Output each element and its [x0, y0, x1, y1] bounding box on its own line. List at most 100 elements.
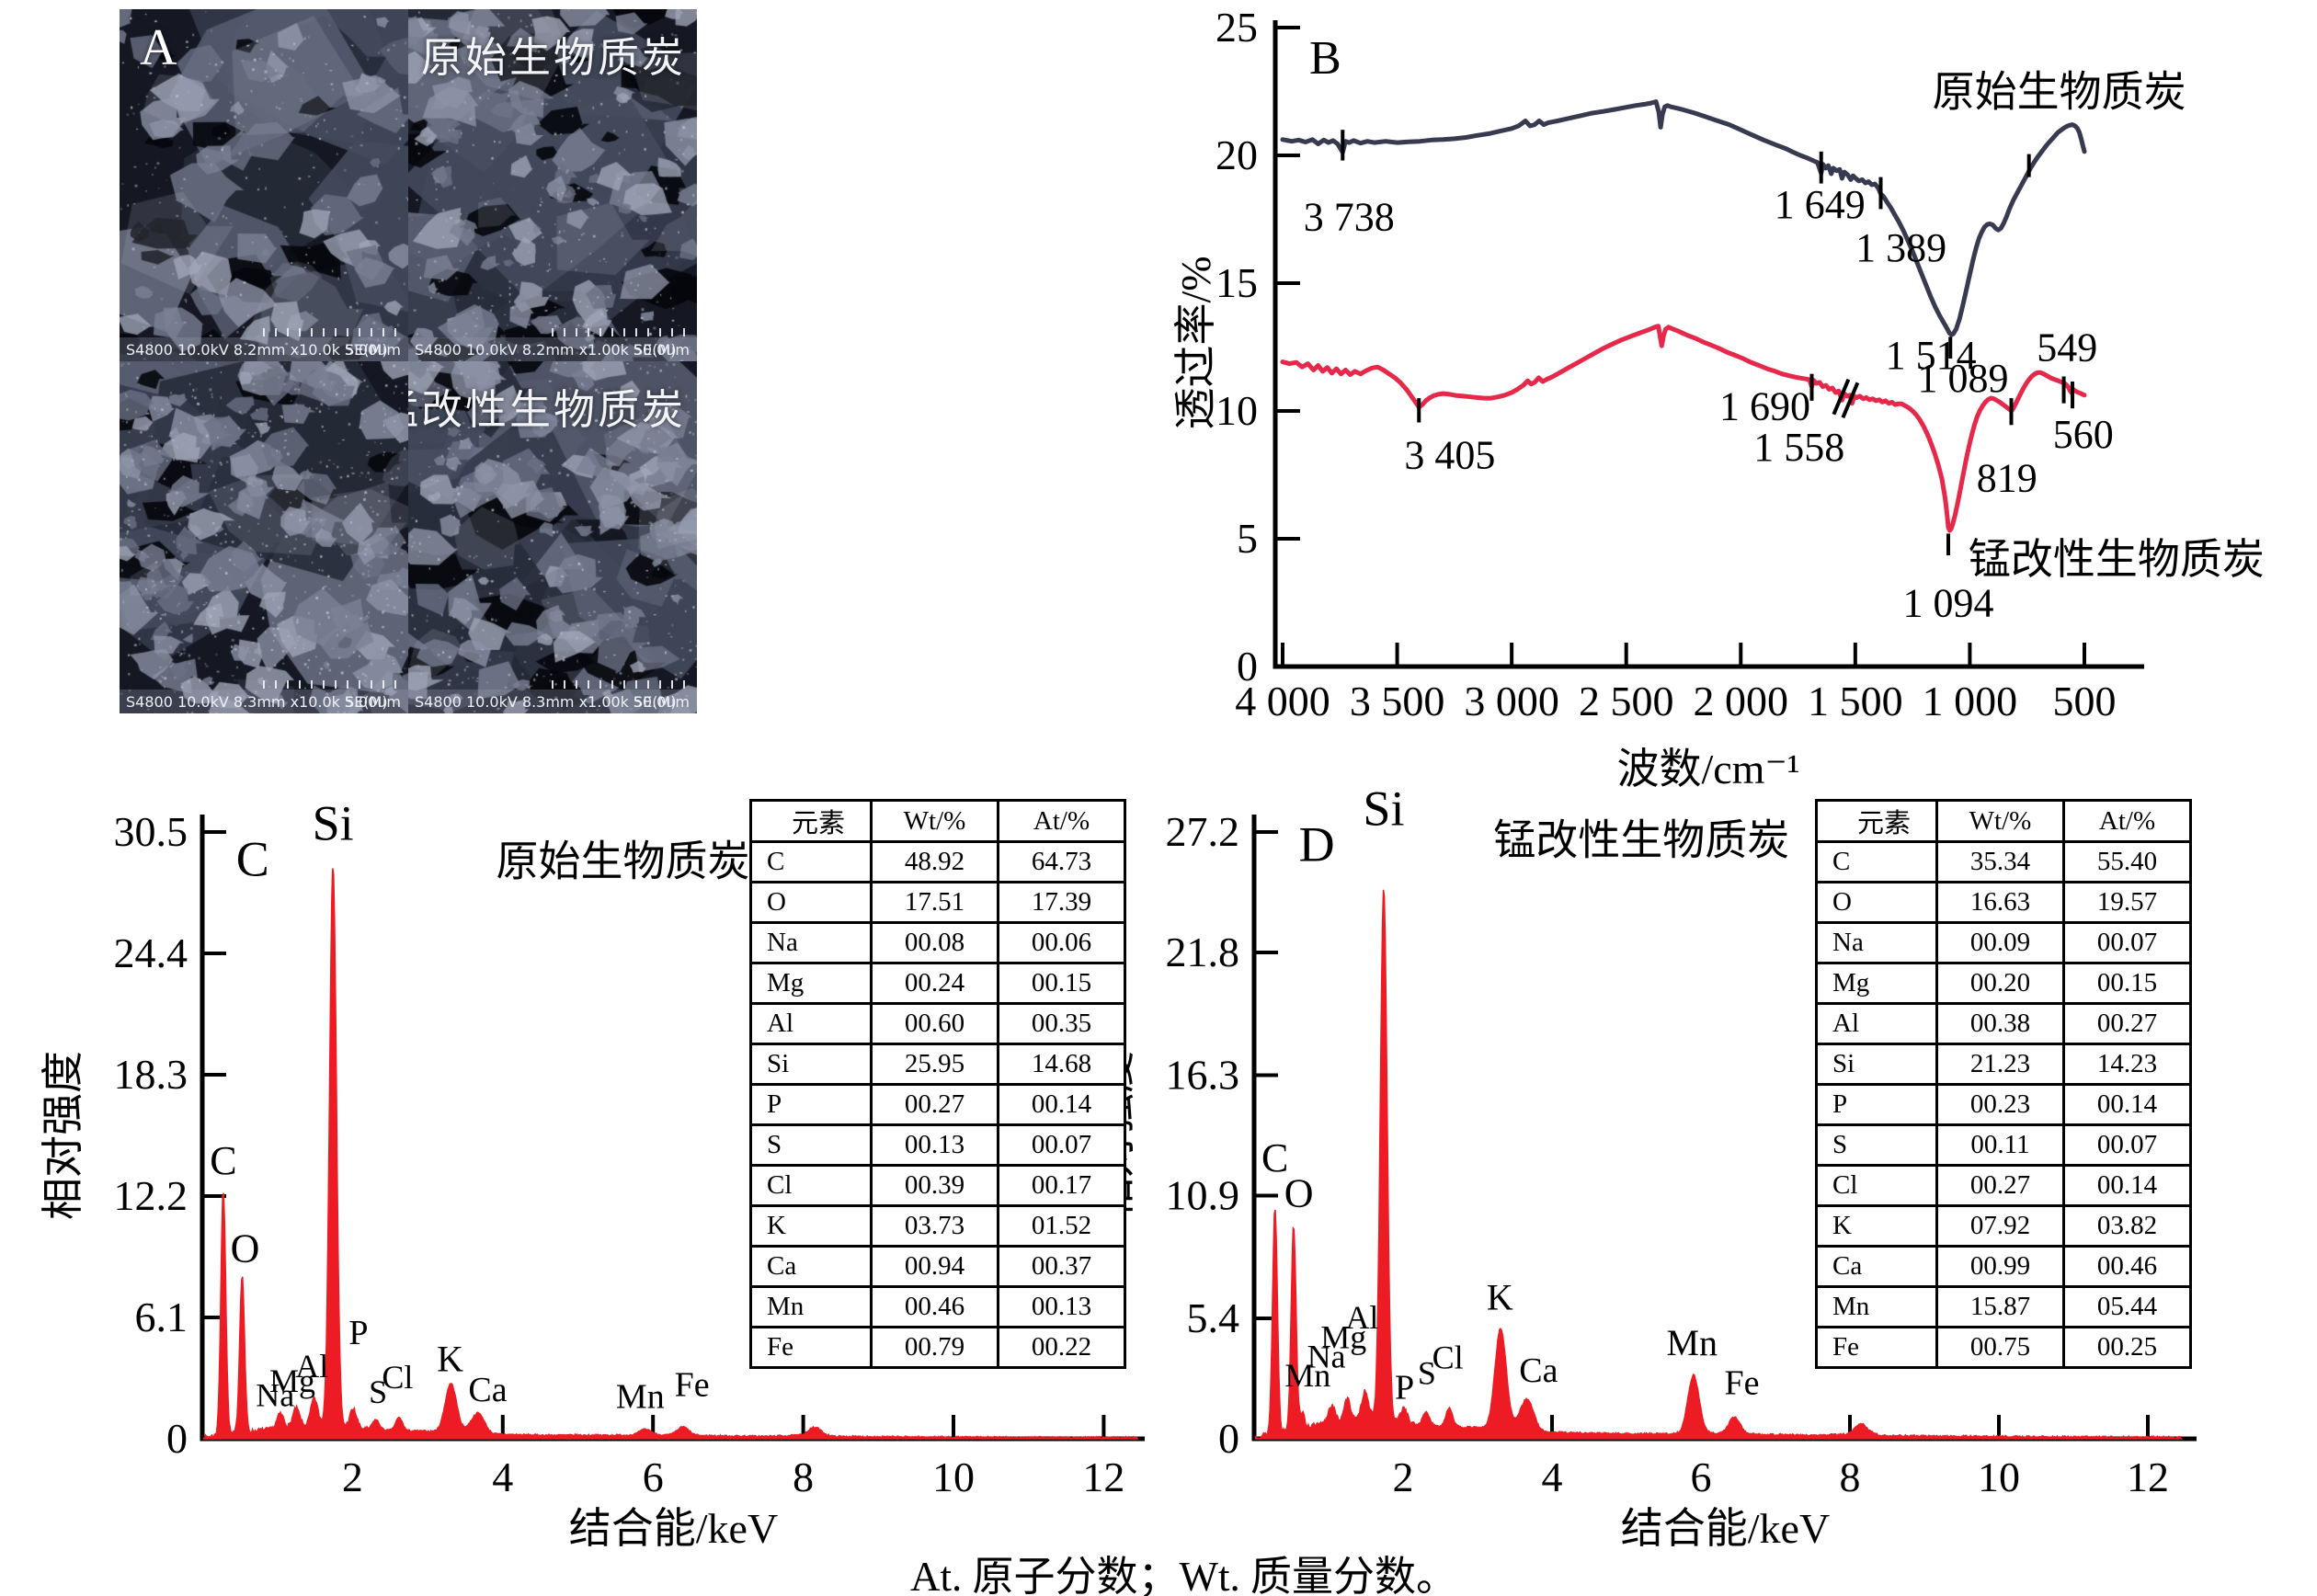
svg-text:20: 20	[1216, 131, 1258, 178]
svg-text:5: 5	[1237, 515, 1258, 562]
table-row: O 17.51 17.39	[749, 881, 1126, 924]
element-cell: Al	[749, 1002, 873, 1045]
svg-text:10.9: 10.9	[1166, 1172, 1240, 1219]
sem-micrograph	[408, 361, 697, 713]
element-label-O: O	[1284, 1171, 1314, 1216]
element-label-Cl: Cl	[382, 1359, 413, 1396]
sem-metadata-text: S4800 10.0kV 8.2mm x1.00k SE(M)	[415, 341, 677, 359]
sem-scale-text: 50.0um	[633, 341, 690, 359]
element-label-Mg: Mg	[1320, 1319, 1366, 1356]
figure-caption: At. 原子分数；Wt. 质量分数。	[910, 1554, 1457, 1596]
table-row: Mn 15.87 05.44	[1815, 1285, 2192, 1328]
ftir-peak-annotation: 1 649	[1775, 182, 1866, 227]
svg-text:3 500: 3 500	[1350, 678, 1445, 724]
ftir-peak-annotation: 3 738	[1304, 195, 1395, 240]
element-label-Mn: Mn	[616, 1377, 665, 1416]
value-cell: 64.73	[997, 840, 1126, 884]
table-row: Na 00.08 00.06	[749, 921, 1126, 964]
element-label-S: S	[1418, 1355, 1436, 1392]
table-header: 元素 Wt/% At/%	[1815, 799, 2192, 843]
ftir-peak-annotation: 560	[2053, 412, 2114, 457]
element-cell: Cl	[749, 1164, 873, 1207]
sem-scale-text: 5.00um	[344, 341, 401, 359]
value-cell: 00.79	[870, 1326, 999, 1369]
value-cell: 00.27	[1935, 1164, 2065, 1207]
sem-sample-label: 原始生物质炭	[420, 35, 686, 81]
eds-xlabel: 结合能/keV	[569, 1505, 778, 1552]
ftir-peak-annotation: 3 405	[1404, 432, 1495, 477]
element-cell: Si	[1815, 1043, 1938, 1086]
column-header: 元素	[749, 799, 873, 843]
svg-text:10: 10	[1978, 1454, 2020, 1500]
table-row: Al 00.38 00.27	[1815, 1002, 2192, 1045]
value-cell: 55.40	[2062, 840, 2192, 884]
element-label-Na: Na	[1307, 1338, 1346, 1374]
element-label-P: P	[348, 1314, 368, 1352]
table-row: Mn 00.46 00.13	[749, 1285, 1126, 1328]
value-cell: 48.92	[870, 840, 999, 884]
table-row: Si 21.23 14.23	[1815, 1043, 2192, 1086]
sem-scale-ruler	[552, 328, 688, 336]
svg-text:2 500: 2 500	[1579, 678, 1674, 724]
ftir-series-label-0: 原始生物质炭	[1933, 69, 2186, 116]
element-cell: Mn	[1815, 1285, 1938, 1328]
sem-metadata-text: S4800 10.0kV 8.3mm x1.00k SE(M)	[415, 693, 677, 711]
table-row: Al 00.60 00.35	[749, 1002, 1126, 1045]
element-label-K: K	[1487, 1276, 1513, 1317]
element-label-P: P	[1395, 1368, 1414, 1407]
ftir-peak-annotation: 1 514	[1886, 333, 1977, 378]
table-row: Cl 00.27 00.14	[1815, 1164, 2192, 1207]
value-cell: 00.13	[997, 1285, 1126, 1328]
column-header: At/%	[2062, 799, 2192, 843]
sem-scale-ruler	[552, 680, 688, 689]
value-cell: 00.27	[2062, 1002, 2192, 1045]
eds-title: 锰改性生物质炭	[1493, 816, 1789, 863]
value-cell: 00.23	[1935, 1083, 2065, 1126]
element-label-C: C	[1261, 1135, 1288, 1180]
table-row: Mg 00.24 00.15	[749, 962, 1126, 1005]
ftir-peak-annotation: 549	[2037, 325, 2097, 370]
svg-text:4 000: 4 000	[1235, 678, 1330, 724]
eds-table-modified: 元素 Wt/% At/% C 35.34 55.40 O 16.63 19.57 Na 00.09…	[1815, 799, 2192, 1369]
value-cell: 00.60	[870, 1002, 999, 1045]
sem-image-modified-1k: 锰改性生物质炭 S4800 10.0kV 8.3mm x1.00k SE(M) …	[408, 361, 697, 713]
value-cell: 25.95	[870, 1043, 999, 1086]
value-cell: 00.14	[997, 1083, 1126, 1126]
element-label-S: S	[369, 1374, 387, 1410]
element-cell: O	[1815, 881, 1938, 924]
sem-status-bar: S4800 10.0kV 8.3mm x1.00k SE(M) 50.0um	[408, 690, 697, 713]
svg-text:4: 4	[1542, 1454, 1563, 1500]
svg-text:8: 8	[1840, 1454, 1861, 1500]
element-cell: O	[749, 881, 873, 924]
value-cell: 00.46	[870, 1285, 999, 1328]
sem-status-bar: S4800 10.0kV 8.2mm x1.00k SE(M) 50.0um	[408, 337, 697, 361]
value-cell: 00.14	[2062, 1083, 2192, 1126]
svg-text:6: 6	[1691, 1454, 1712, 1500]
ftir-peak-annotation: 1 094	[1903, 581, 1994, 626]
value-cell: 07.92	[1935, 1204, 2065, 1248]
column-header: 元素	[1815, 799, 1938, 843]
table-row: Ca 00.99 00.46	[1815, 1245, 2192, 1288]
value-cell: 00.37	[997, 1245, 1126, 1288]
ftir-xlabel: 波数/cm⁻¹	[1616, 746, 1799, 792]
element-cell: P	[1815, 1083, 1938, 1126]
svg-text:30.5: 30.5	[114, 808, 188, 855]
value-cell: 00.07	[2062, 921, 2192, 964]
sem-micrograph	[120, 361, 408, 713]
element-cell: P	[749, 1083, 873, 1126]
element-label-Al: Al	[295, 1348, 328, 1385]
value-cell: 00.13	[870, 1123, 999, 1167]
svg-text:16.3: 16.3	[1166, 1051, 1240, 1098]
ftir-curve-0	[1280, 99, 2087, 337]
element-label-Fe: Fe	[675, 1365, 710, 1404]
element-label-Ca: Ca	[1519, 1351, 1558, 1390]
element-label-Si: Si	[313, 796, 354, 851]
element-cell: Si	[749, 1043, 873, 1086]
ftir-peak-annotation: 1 558	[1753, 425, 1844, 470]
sem-scale-text: 50.0um	[633, 693, 690, 711]
table-row: Fe 00.75 00.25	[1815, 1326, 2192, 1369]
sem-micrograph	[120, 9, 408, 361]
value-cell: 03.82	[2062, 1204, 2192, 1248]
ftir-peak-annotation: 819	[1977, 455, 2037, 500]
element-cell: Ca	[1815, 1245, 1938, 1288]
